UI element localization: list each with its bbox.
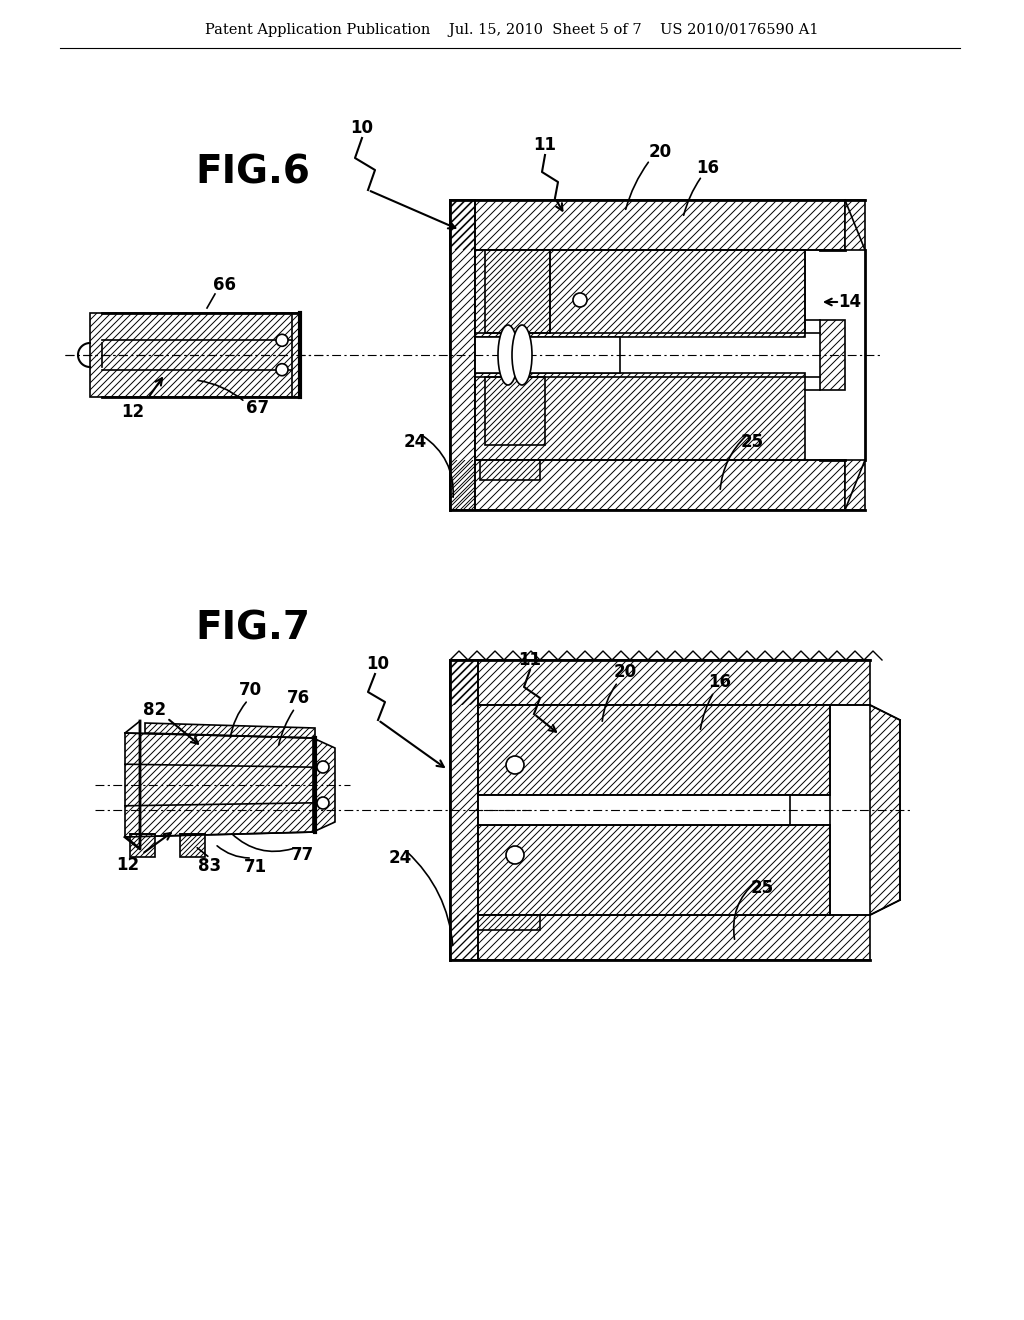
Text: 66: 66: [213, 276, 237, 294]
Text: 70: 70: [239, 681, 261, 700]
Polygon shape: [485, 249, 550, 333]
Text: 83: 83: [199, 857, 221, 875]
Text: 76: 76: [287, 689, 309, 708]
Polygon shape: [450, 915, 870, 960]
Text: 82: 82: [143, 701, 167, 719]
Circle shape: [276, 364, 288, 376]
Polygon shape: [450, 201, 845, 249]
Text: 20: 20: [613, 663, 637, 681]
Circle shape: [506, 846, 524, 865]
Polygon shape: [313, 738, 335, 832]
Polygon shape: [870, 705, 900, 915]
Polygon shape: [480, 459, 540, 480]
Circle shape: [573, 293, 587, 308]
Text: 25: 25: [751, 879, 773, 898]
Text: Patent Application Publication    Jul. 15, 2010  Sheet 5 of 7    US 2010/0176590: Patent Application Publication Jul. 15, …: [205, 22, 819, 37]
Text: 11: 11: [518, 651, 542, 669]
Polygon shape: [180, 834, 205, 857]
Polygon shape: [478, 915, 540, 931]
Circle shape: [317, 762, 329, 774]
Polygon shape: [450, 660, 870, 705]
Polygon shape: [478, 705, 830, 795]
Polygon shape: [845, 201, 865, 249]
Circle shape: [506, 756, 524, 774]
Polygon shape: [125, 733, 315, 837]
Text: 10: 10: [367, 655, 389, 673]
Circle shape: [317, 797, 329, 809]
Circle shape: [276, 334, 288, 346]
Polygon shape: [820, 319, 845, 389]
Polygon shape: [450, 201, 475, 510]
Polygon shape: [478, 825, 830, 915]
Text: 16: 16: [709, 673, 731, 690]
Text: 12: 12: [122, 403, 144, 421]
Polygon shape: [130, 834, 155, 857]
Text: 14: 14: [839, 293, 861, 312]
Ellipse shape: [498, 325, 518, 385]
Polygon shape: [475, 374, 805, 459]
Text: 16: 16: [696, 158, 720, 177]
Ellipse shape: [512, 325, 532, 385]
Polygon shape: [450, 660, 478, 960]
Bar: [478, 795, 790, 825]
Text: 25: 25: [740, 433, 764, 451]
Text: 12: 12: [117, 855, 139, 874]
Polygon shape: [485, 378, 545, 445]
Text: 24: 24: [388, 849, 412, 867]
Bar: [475, 337, 620, 374]
Text: 20: 20: [648, 143, 672, 161]
Text: 11: 11: [534, 136, 556, 154]
Polygon shape: [845, 459, 865, 510]
Text: FIG.7: FIG.7: [195, 609, 310, 647]
Text: 10: 10: [350, 119, 374, 137]
Polygon shape: [90, 313, 300, 397]
Text: 24: 24: [403, 433, 427, 451]
Text: 71: 71: [244, 858, 266, 876]
Text: FIG.6: FIG.6: [195, 153, 310, 191]
Polygon shape: [145, 723, 315, 738]
Text: 67: 67: [247, 399, 269, 417]
Polygon shape: [450, 459, 845, 510]
Text: 77: 77: [292, 846, 314, 865]
Polygon shape: [475, 249, 805, 337]
